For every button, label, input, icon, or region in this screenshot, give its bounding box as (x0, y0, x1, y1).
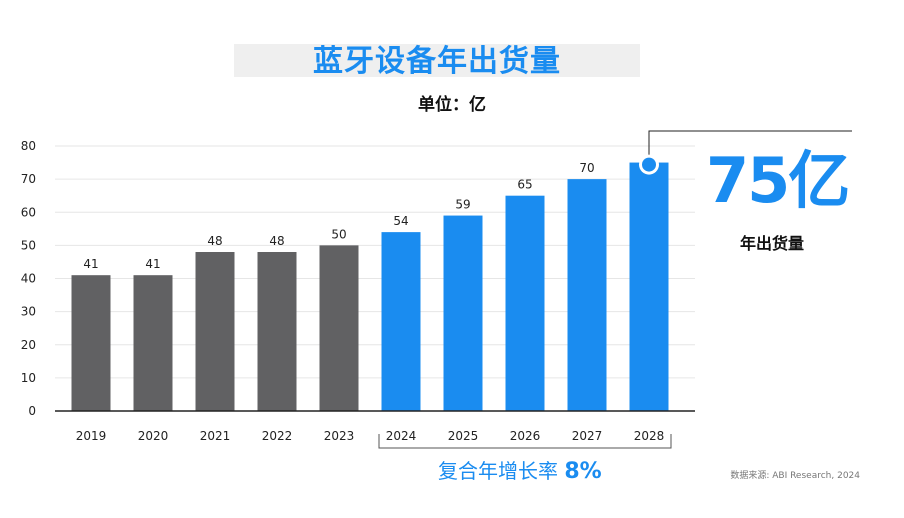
y-tick-label: 0 (28, 404, 36, 418)
callout-marker-dot (642, 157, 656, 172)
bar-2023 (319, 245, 359, 411)
data-label: 41 (83, 257, 98, 271)
bar-2028 (629, 162, 669, 411)
callout-leader-line (648, 130, 852, 159)
chart-title: 蓝牙设备年出货量 (313, 44, 561, 79)
data-label: 65 (517, 178, 532, 192)
cagr-value: 8% (564, 459, 602, 484)
bar-2019 (71, 275, 111, 411)
y-tick-label: 10 (21, 371, 36, 385)
y-tick-label: 60 (21, 205, 36, 219)
y-tick-label: 40 (21, 272, 36, 286)
bar-2020 (133, 275, 173, 411)
x-tick-label: 2020 (138, 429, 169, 443)
data-label: 41 (145, 257, 160, 271)
callout-label: 年出货量 (740, 234, 805, 253)
data-label: 54 (393, 214, 408, 228)
x-tick-label: 2021 (200, 429, 231, 443)
callout-value: 75亿 (706, 144, 850, 217)
y-tick-label: 80 (21, 139, 36, 153)
x-tick-label: 2022 (262, 429, 293, 443)
x-tick-label: 2028 (634, 429, 665, 443)
cagr-text: 复合年增长率 8% (438, 455, 602, 484)
bar-2024 (381, 232, 421, 411)
x-tick-label: 2023 (324, 429, 355, 443)
forecast-bracket (378, 434, 672, 449)
bar-2026 (505, 195, 545, 411)
cagr-label: 复合年增长率 (438, 459, 558, 483)
data-label: 70 (579, 161, 594, 175)
data-label: 48 (269, 234, 284, 248)
data-label: 50 (331, 227, 346, 241)
unit-label: 单位：亿 (418, 95, 486, 115)
y-tick-label: 70 (21, 172, 36, 186)
bar-2021 (195, 252, 235, 411)
x-tick-label: 2026 (510, 429, 541, 443)
bar-2025 (443, 215, 483, 411)
bar-2022 (257, 252, 297, 411)
bar-2027 (567, 179, 607, 411)
x-tick-label: 2024 (386, 429, 417, 443)
source-note: 数据来源: ABI Research, 2024 (730, 471, 860, 481)
y-tick-label: 30 (21, 305, 36, 319)
y-tick-label: 50 (21, 238, 36, 252)
title-band (234, 44, 640, 77)
data-label: 48 (207, 234, 222, 248)
x-tick-label: 2027 (572, 429, 603, 443)
x-tick-label: 2019 (76, 429, 107, 443)
y-tick-label: 20 (21, 338, 36, 352)
data-label: 59 (455, 198, 470, 212)
x-tick-label: 2025 (448, 429, 479, 443)
